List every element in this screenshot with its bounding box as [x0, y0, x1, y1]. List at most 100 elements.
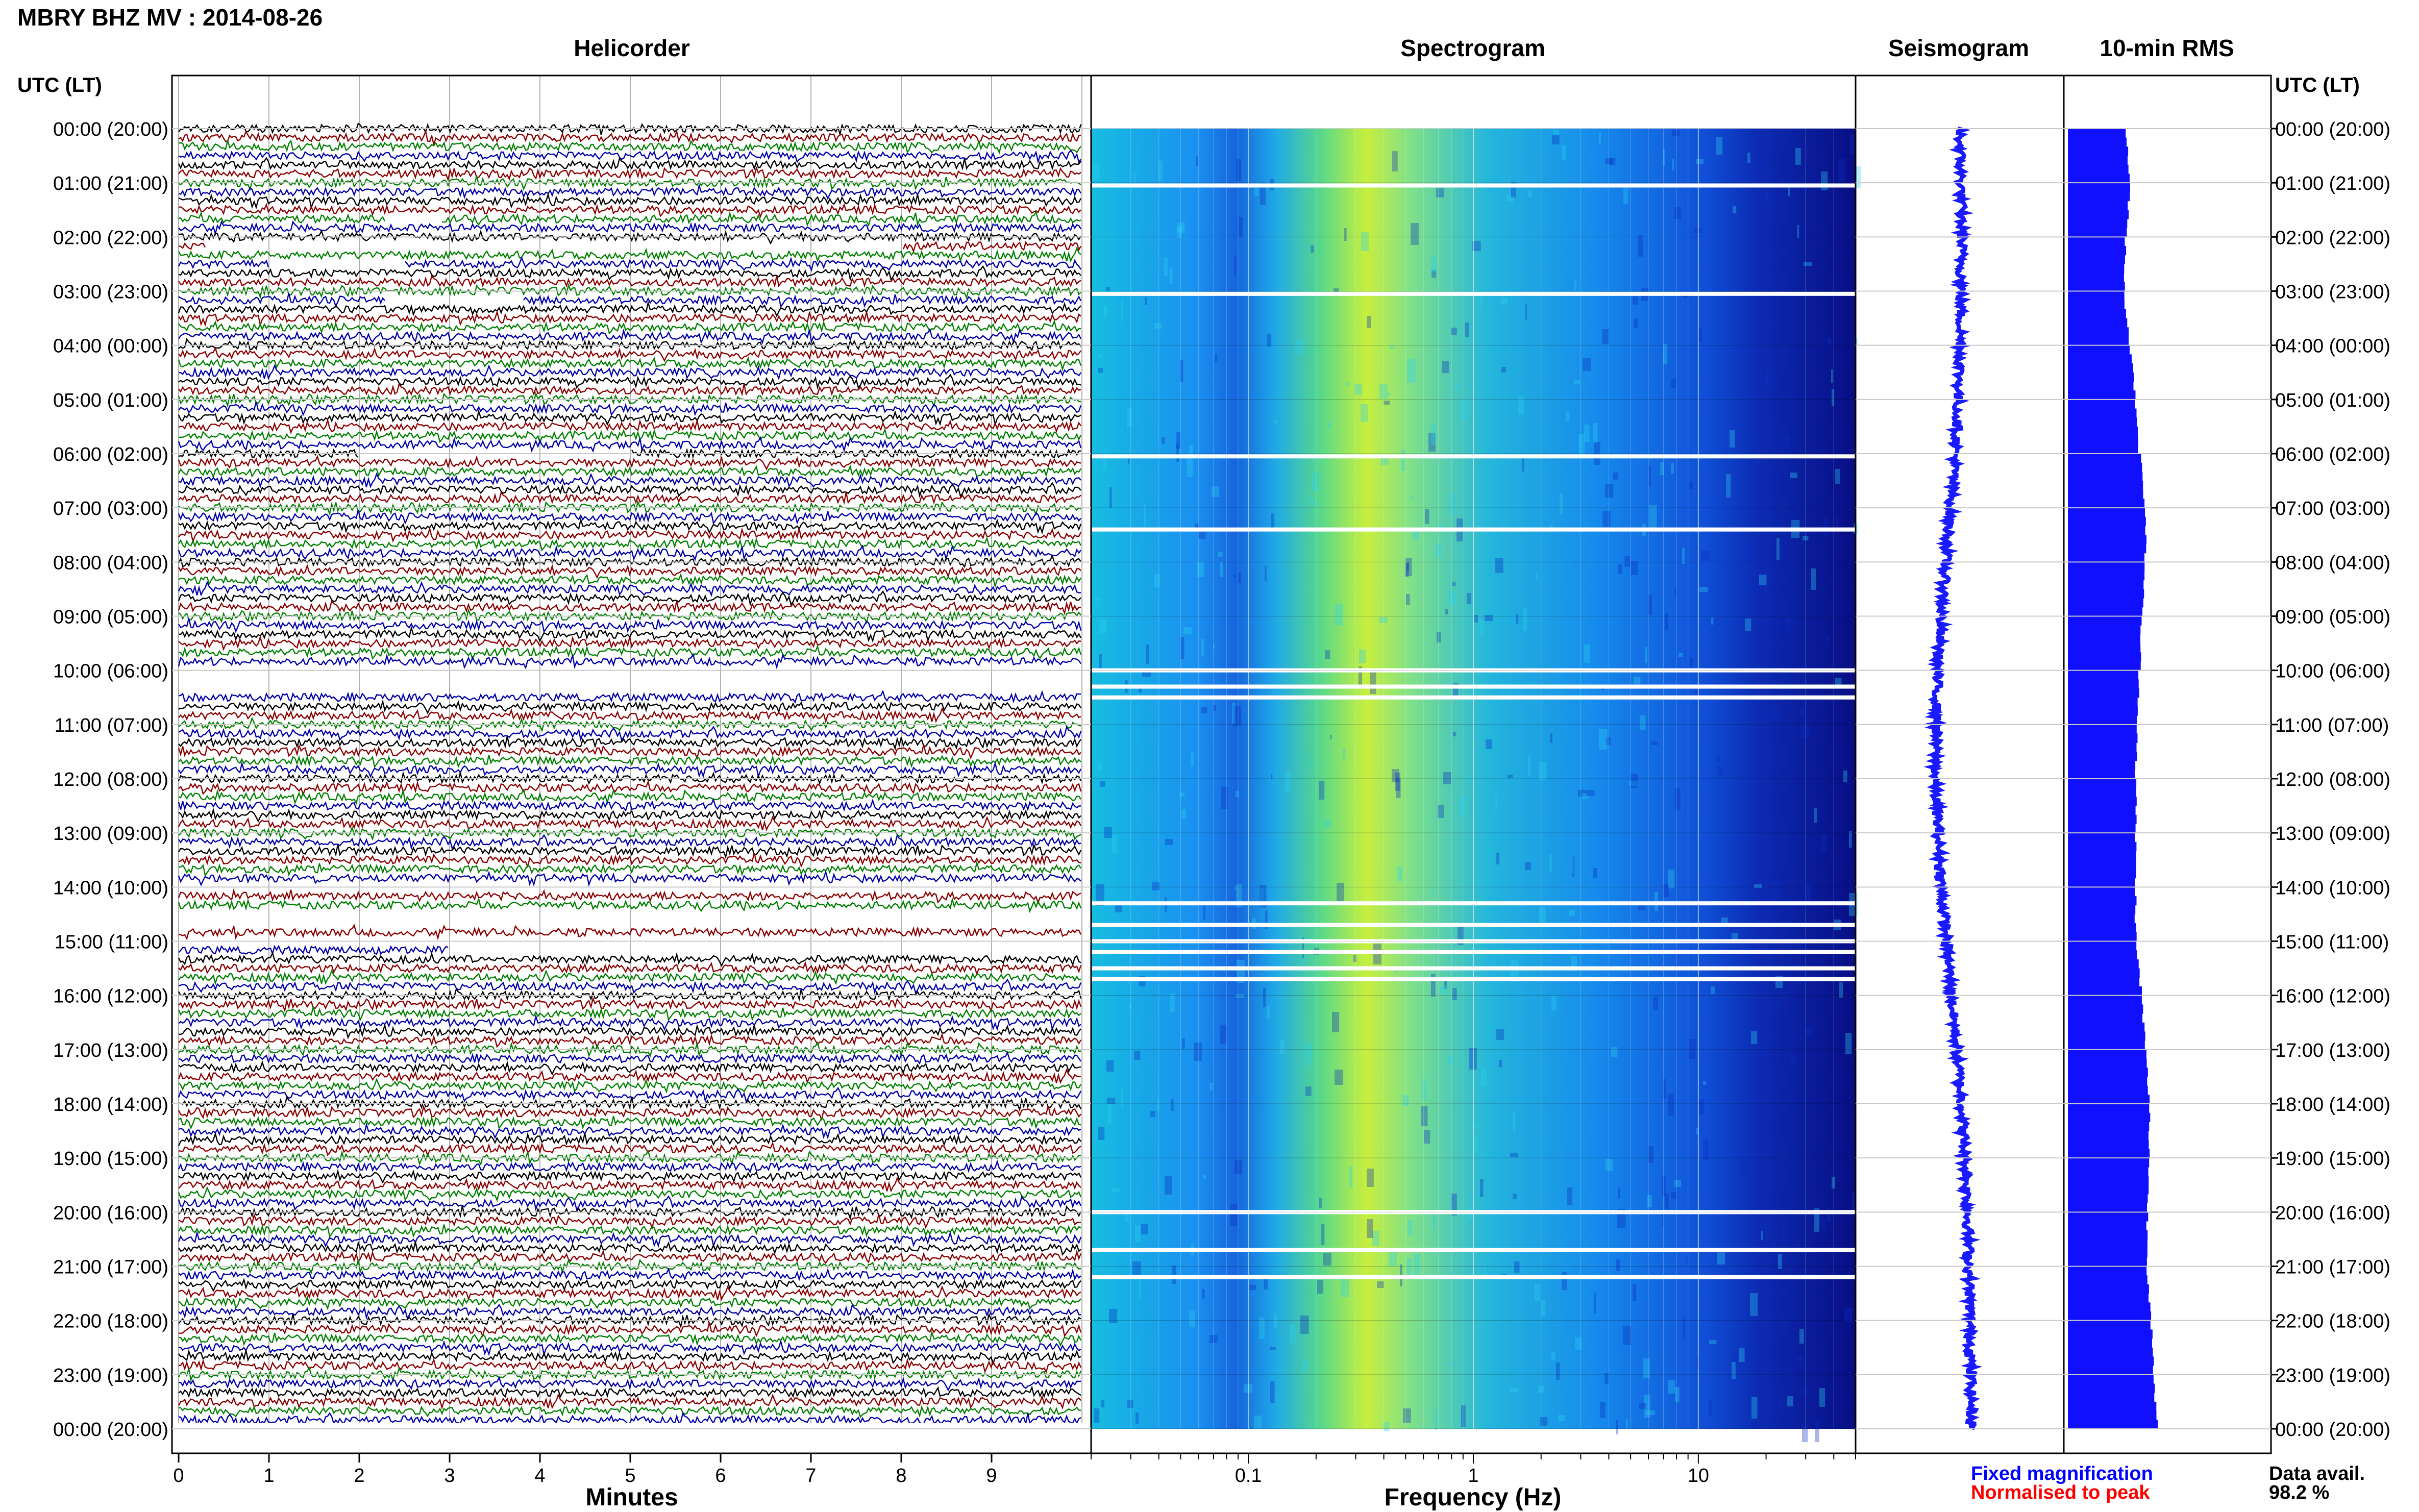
helicorder-trace [178, 1322, 1082, 1338]
rms-panel [2068, 129, 2158, 1429]
rms-bar [2068, 562, 2145, 572]
rms-bar [2068, 986, 2142, 996]
helicorder-trace [178, 240, 1082, 253]
time-tick-label-right: 19:00 (15:00) [2275, 1148, 2390, 1170]
rms-bar [2068, 598, 2143, 608]
spectrogram-streak [1453, 683, 1459, 696]
spectrogram-streak [1480, 1179, 1484, 1197]
helicorder-trace [178, 761, 1082, 779]
spectrogram-streak [1237, 159, 1242, 181]
rms-bar [2068, 1185, 2149, 1195]
rms-bar [2068, 363, 2133, 373]
spectrogram-streak [1574, 281, 1576, 290]
spectrogram-streak [1745, 543, 1752, 566]
spectrogram-streak [1405, 558, 1412, 576]
time-tick-label-right: 05:00 (01:00) [2275, 390, 2390, 411]
spectrogram-streak [1575, 1337, 1582, 1350]
spectrogram-streak [1233, 706, 1241, 726]
spectrogram-streak [1599, 729, 1608, 750]
spectrogram-streak [1560, 493, 1563, 514]
spectrogram-streak [1827, 636, 1829, 647]
spectrogram-streak [1495, 558, 1503, 573]
spectrogram-streak [1786, 619, 1791, 633]
spectrogram-gap [1091, 291, 1856, 296]
helicorder-panel [178, 76, 1082, 1423]
spectrogram-streak [1572, 856, 1574, 877]
spectrogram-streak [1730, 922, 1733, 944]
helicorder-trace [178, 707, 1081, 724]
rms-bar [2068, 589, 2144, 599]
spectrogram-streak [1578, 790, 1587, 797]
spectrogram-streak [1425, 509, 1429, 524]
rms-bar [2068, 1293, 2149, 1303]
spectrogram-streak [1761, 1231, 1763, 1240]
spectrogram-streak [1838, 159, 1845, 182]
helicorder-trace [178, 1339, 1081, 1357]
spectrogram-streak [1332, 1012, 1340, 1032]
rms-bar [2068, 1347, 2153, 1357]
spectrogram-streak [1839, 982, 1843, 998]
spectrogram-streak [1295, 339, 1303, 354]
spectrogram-streak [1551, 1352, 1556, 1359]
spectrogram-streak [1763, 516, 1770, 519]
spectrogram-gap [1091, 527, 1856, 532]
rms-bar [2068, 724, 2137, 734]
rms-bar [2068, 652, 2141, 662]
helicorder-trace [178, 409, 1081, 427]
rms-bar [2068, 1095, 2150, 1104]
spectrogram-streak [1096, 884, 1104, 906]
spectrogram-streak [1510, 960, 1519, 982]
spectrogram-streak [1453, 732, 1457, 736]
spectrogram-streak [1819, 1388, 1825, 1407]
helicorder-trace [178, 346, 1081, 362]
spectrogram-streak [1852, 1193, 1855, 1210]
spectrogram-streak [1602, 329, 1610, 344]
helicorder-trace [178, 726, 1082, 742]
spectrogram-streak [1235, 886, 1237, 890]
spectrogram-streak [1158, 161, 1163, 181]
spectrogram-streak [1346, 382, 1349, 386]
helicorder-trace [178, 382, 1081, 396]
rms-bar [2068, 779, 2137, 788]
time-tick-label-right: 22:00 (18:00) [2275, 1311, 2390, 1332]
time-tick-label-right: 10:00 (06:00) [2275, 661, 2390, 682]
helicorder-trace [178, 573, 1082, 588]
spectrogram-streak [1754, 884, 1762, 888]
spectrogram-streak [1433, 1212, 1436, 1229]
rms-bar [2068, 381, 2134, 391]
helicorder-header: Helicorder [574, 35, 690, 61]
helicorder-trace [178, 554, 1081, 568]
time-tick-label-right: 07:00 (03:00) [2275, 498, 2390, 519]
spectrogram-streak [1384, 401, 1390, 405]
rms-bar [2068, 173, 2130, 183]
helicorder-trace [178, 1249, 1082, 1266]
spectrogram-streak [1302, 1359, 1308, 1372]
helicorder-trace [178, 510, 1081, 525]
helicorder-trace [178, 1104, 1081, 1122]
rms-bar [2068, 751, 2137, 761]
helicorder-trace [178, 150, 1081, 164]
rms-bar [2068, 932, 2137, 942]
spectrogram-streak [1397, 866, 1402, 881]
spectrogram-streak [1752, 582, 1758, 594]
helicorder-trace [178, 526, 1082, 544]
rms-bar [2068, 1230, 2148, 1240]
rms-bar [2068, 489, 2143, 500]
spectrogram-streak [1361, 232, 1369, 251]
spectrogram-streak [1679, 653, 1683, 657]
spectrogram-streak [1448, 1361, 1453, 1365]
spectrogram-streak [1550, 733, 1553, 743]
spectrogram-streak [1265, 566, 1267, 581]
spectrogram-streak [1845, 1033, 1852, 1054]
helicorder-trace [178, 165, 1081, 182]
spectrogram-streak [1187, 454, 1193, 477]
spectrogram-streak [1824, 518, 1828, 536]
spectrogram-streak [1144, 504, 1146, 527]
spectrogram-streak [1640, 715, 1646, 730]
spectrogram-streak [1814, 1208, 1819, 1232]
time-tick-label-right: 20:00 (16:00) [2275, 1202, 2390, 1224]
spectrogram-streak [1103, 452, 1106, 470]
time-tick-label-left: 00:00 (20:00) [53, 1419, 168, 1441]
spectrogram-streak [1821, 834, 1826, 852]
spectrogram-streak [1235, 1160, 1243, 1174]
